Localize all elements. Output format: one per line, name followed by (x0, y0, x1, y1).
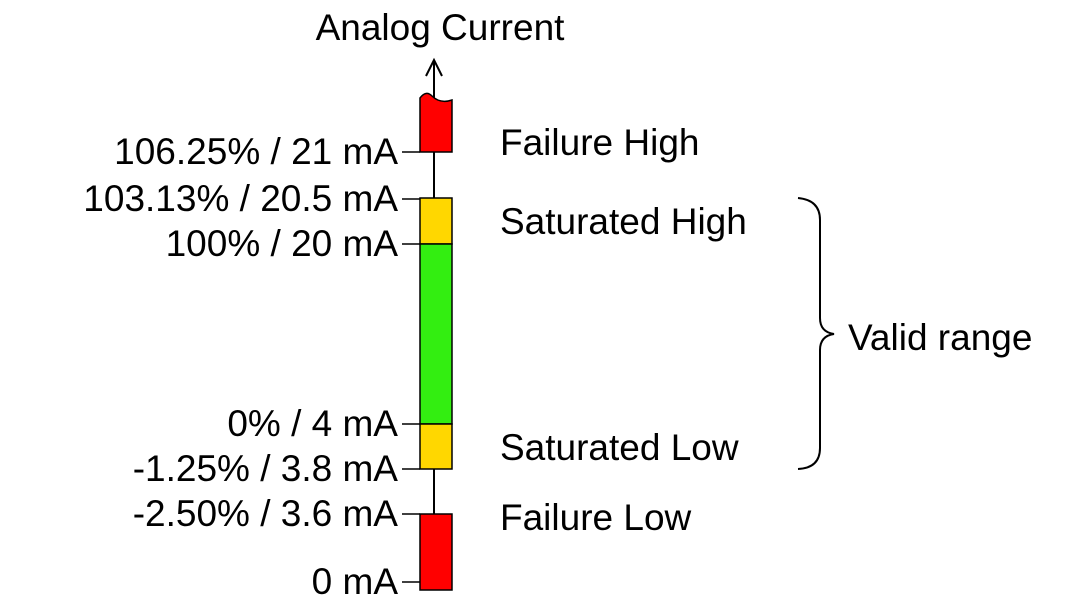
tick-label: -1.25% / 3.8 mA (133, 448, 399, 489)
saturated-high-segment (419, 197, 453, 245)
zone-label: Failure Low (500, 497, 692, 538)
zone-label: Saturated High (500, 201, 747, 242)
zone-label: Failure High (500, 122, 699, 163)
failure-low-segment (419, 513, 453, 591)
saturated-low-segment (419, 423, 453, 470)
tick-label: 0% / 4 mA (227, 403, 398, 444)
zone-label: Saturated Low (500, 427, 739, 468)
tick-label: 0 mA (312, 561, 399, 602)
axis-arrow (425, 57, 443, 77)
valid-segment (419, 243, 453, 425)
tick-label: 103.13% / 20.5 mA (83, 178, 398, 219)
failure-high-segment (419, 92, 453, 153)
tick-label: 106.25% / 21 mA (114, 131, 398, 172)
title: Analog Current (316, 7, 566, 48)
tick-label: 100% / 20 mA (166, 223, 399, 264)
tick-label: -2.50% / 3.6 mA (133, 493, 399, 534)
valid-range-label: Valid range (848, 317, 1032, 358)
brace (797, 197, 835, 470)
